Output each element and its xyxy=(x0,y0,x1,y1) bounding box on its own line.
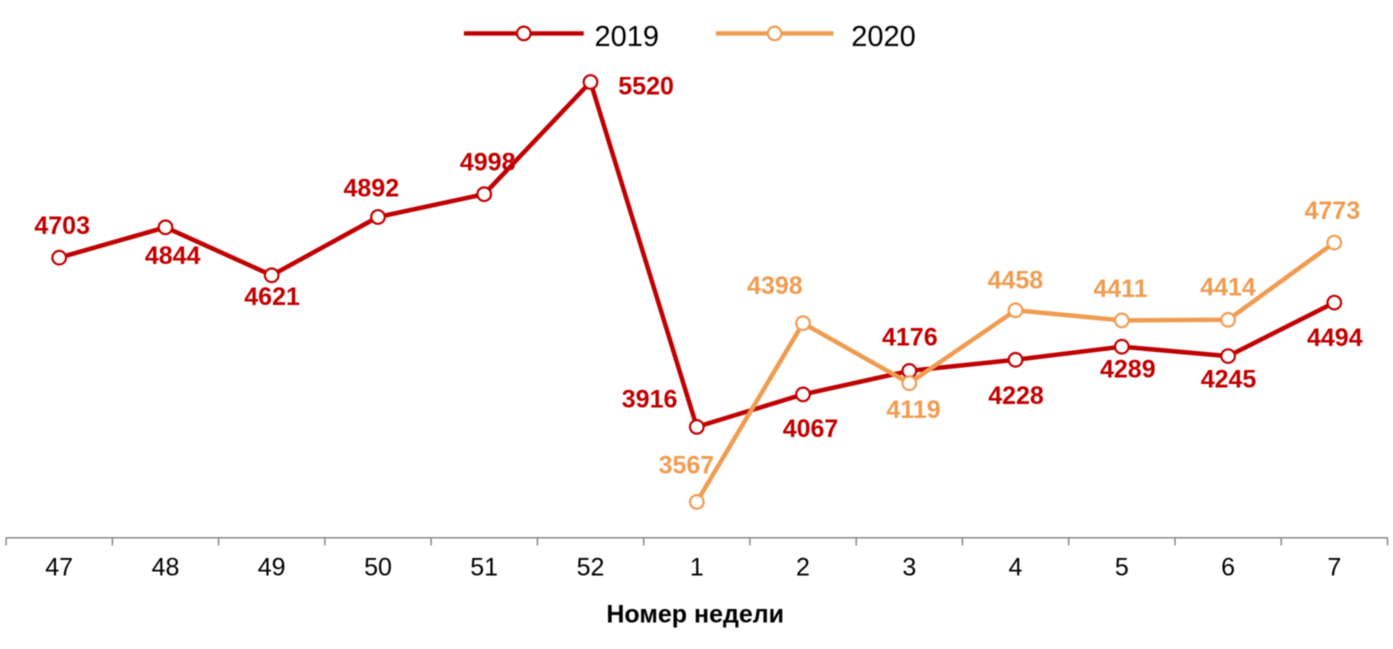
svg-text:4494: 4494 xyxy=(1307,324,1363,352)
svg-text:4844: 4844 xyxy=(145,242,201,270)
svg-text:3567: 3567 xyxy=(659,452,715,480)
svg-text:7: 7 xyxy=(1327,554,1341,582)
svg-text:4411: 4411 xyxy=(1093,275,1147,303)
svg-text:4892: 4892 xyxy=(343,175,399,203)
svg-text:4414: 4414 xyxy=(1200,273,1256,301)
svg-text:4228: 4228 xyxy=(988,382,1044,410)
svg-text:6: 6 xyxy=(1221,554,1235,582)
svg-text:48: 48 xyxy=(152,554,180,582)
svg-text:4119: 4119 xyxy=(886,396,940,424)
svg-text:3: 3 xyxy=(902,554,916,582)
svg-text:5: 5 xyxy=(1115,554,1129,582)
svg-text:50: 50 xyxy=(364,554,392,582)
svg-text:47: 47 xyxy=(45,554,73,582)
svg-text:4458: 4458 xyxy=(988,267,1044,295)
svg-text:52: 52 xyxy=(577,554,605,582)
svg-text:Номер недели: Номер недели xyxy=(606,601,784,629)
svg-text:4703: 4703 xyxy=(34,212,90,240)
svg-text:4773: 4773 xyxy=(1304,197,1360,225)
svg-text:2: 2 xyxy=(796,554,810,582)
svg-text:4289: 4289 xyxy=(1100,356,1156,384)
svg-text:2020: 2020 xyxy=(851,21,916,53)
svg-text:1: 1 xyxy=(690,554,704,582)
svg-text:49: 49 xyxy=(258,554,286,582)
svg-text:51: 51 xyxy=(470,554,498,582)
svg-text:4176: 4176 xyxy=(882,323,938,351)
svg-text:4: 4 xyxy=(1009,554,1023,582)
svg-text:4245: 4245 xyxy=(1201,366,1257,394)
svg-text:4998: 4998 xyxy=(460,148,516,176)
svg-text:5520: 5520 xyxy=(618,73,674,101)
svg-text:3916: 3916 xyxy=(622,386,678,414)
svg-text:4067: 4067 xyxy=(783,415,839,443)
svg-text:2019: 2019 xyxy=(595,21,660,53)
svg-text:4398: 4398 xyxy=(747,272,803,300)
svg-text:4621: 4621 xyxy=(244,283,300,311)
